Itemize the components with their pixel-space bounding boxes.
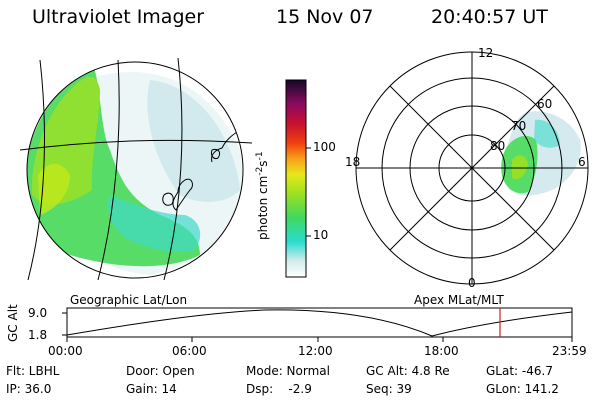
geographic-image [19,57,253,281]
time-label: 20:40:57 UT [431,6,548,28]
colorbar-tick-10: 10 [313,228,329,242]
x-tick-2359: 23:59 [552,344,587,358]
mlt-label-0: 0 [468,276,476,290]
x-tick-1800: 18:00 [424,344,459,358]
latitude-line [19,139,253,151]
polar-plot [355,51,589,285]
filter-info: Flt: LBHL [6,364,60,378]
x-tick-0600: 06:00 [172,344,207,358]
glon-info: GLon: 141.2 [486,382,559,396]
ip-info: IP: 36.0 [6,382,52,396]
mlt-label-12: 12 [478,46,494,60]
image-title: Ultraviolet Imager [32,6,205,28]
apex-title: Apex MLat/MLT [414,293,504,307]
mlat-label-60: 60 [537,97,553,111]
orbit-panel [62,307,573,342]
gc-alt-info: GC Alt: 4.8 Re [366,364,450,378]
altitude-curve [66,309,573,337]
y-tick-9: 9.0 [28,306,48,320]
colorbar-tick-100: 100 [313,140,336,154]
x-tick-1200: 12:00 [298,344,333,358]
meridian-line [27,59,45,281]
door-info: Door: Open [126,364,195,378]
geographic-title: Geographic Lat/Lon [70,293,188,307]
colorbar [285,79,311,278]
meridian-line [97,59,120,281]
mlt-label-18: 18 [345,155,361,169]
y-tick-1-8: 1.8 [28,328,48,342]
glat-info: GLat: -46.7 [486,364,553,378]
globe-outline [26,61,244,279]
mlat-label-70: 70 [511,119,527,133]
x-tick-0000: 00:00 [48,344,83,358]
mlt-label-6: 6 [578,155,586,169]
mode-info: Mode: Normal [246,364,330,378]
gc-alt-axis-label: GC Alt [6,304,20,342]
gain-info: Gain: 14 [126,382,177,396]
mlat-label-80: 80 [490,139,506,153]
meridian-line [163,57,183,281]
seq-info: Seq: 39 [366,382,412,396]
colorbar-unit-label: photon cm-2s-1 [255,151,270,240]
date-label: 15 Nov 07 [276,6,374,28]
dsp-info: Dsp: -2.9 [246,382,312,396]
